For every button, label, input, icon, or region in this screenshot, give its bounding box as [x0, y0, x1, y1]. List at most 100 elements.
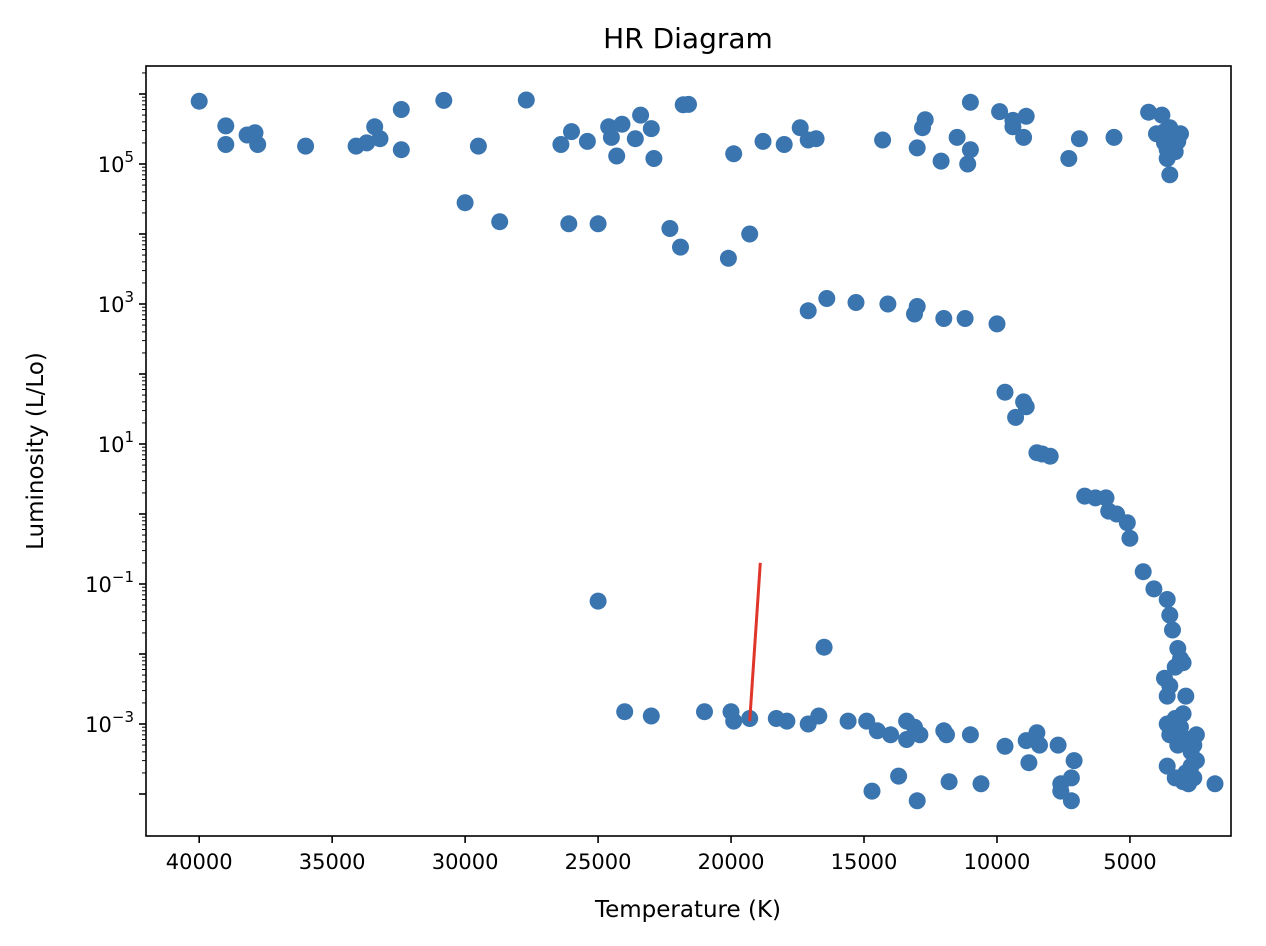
data-point	[1004, 118, 1022, 136]
data-point	[932, 152, 950, 170]
x-tick-label: 35000	[299, 850, 366, 874]
data-point	[940, 773, 958, 791]
series-line	[748, 562, 762, 722]
plot-area-frame	[145, 65, 1232, 837]
x-tick-label: 20000	[698, 850, 765, 874]
data-point	[908, 139, 926, 157]
data-point	[1031, 736, 1048, 754]
data-point	[358, 134, 376, 152]
data-point	[1153, 106, 1171, 124]
data-point	[1177, 687, 1195, 705]
data-point	[948, 128, 966, 146]
data-point	[1161, 166, 1179, 184]
x-tick-label: 30000	[432, 850, 499, 874]
data-point	[1121, 529, 1139, 547]
data-point	[1062, 769, 1080, 787]
data-point	[1049, 736, 1067, 754]
data-point	[1161, 677, 1179, 695]
data-point	[719, 249, 737, 267]
data-point	[815, 638, 833, 656]
data-point	[1118, 514, 1136, 532]
data-point	[778, 712, 796, 730]
data-point	[741, 225, 759, 243]
data-point	[613, 115, 631, 133]
data-point	[972, 775, 990, 793]
data-point	[908, 298, 926, 315]
data-point	[1105, 128, 1123, 146]
data-point	[908, 792, 926, 810]
data-point	[725, 145, 743, 163]
data-point	[1172, 125, 1189, 143]
data-point	[626, 130, 644, 148]
data-point	[1206, 775, 1224, 793]
data-point	[1097, 489, 1115, 507]
data-point	[217, 136, 235, 153]
data-point	[589, 592, 607, 610]
data-point	[959, 155, 977, 173]
data-point	[935, 310, 953, 327]
data-point	[879, 295, 897, 313]
data-point	[217, 117, 235, 135]
data-point	[1017, 398, 1035, 416]
data-point	[608, 147, 626, 165]
data-point	[1017, 107, 1035, 125]
data-point	[996, 383, 1014, 401]
data-point	[456, 194, 474, 212]
x-axis-ticks: 40000 35000 30000 25000 20000 15000 10000 5000	[166, 836, 1157, 874]
data-point	[1041, 447, 1059, 465]
data-point	[1060, 150, 1078, 167]
data-point	[1145, 580, 1163, 598]
data-point	[799, 302, 817, 320]
y-tick-label: 101	[98, 428, 134, 457]
data-point	[661, 220, 679, 237]
data-point	[1065, 752, 1083, 770]
data-point	[1062, 792, 1080, 810]
x-tick-label: 40000	[166, 850, 233, 874]
data-point	[996, 737, 1014, 755]
data-point	[517, 91, 535, 109]
data-point	[775, 136, 793, 153]
data-point	[916, 111, 934, 129]
data-point	[563, 123, 580, 141]
x-axis-label: Temperature (K)	[594, 897, 781, 923]
data-point	[249, 136, 267, 153]
scatter-points	[190, 91, 1224, 810]
data-point	[911, 726, 929, 744]
data-point	[589, 215, 607, 233]
y-axis-ticks: 105 103 101 10−1 10−3	[85, 72, 146, 795]
data-point	[578, 132, 596, 150]
data-point	[988, 315, 1006, 333]
x-tick-label: 15000	[831, 850, 898, 874]
data-point	[1158, 591, 1176, 608]
data-point	[961, 726, 979, 744]
data-point	[1158, 757, 1176, 775]
data-point	[1140, 103, 1158, 121]
data-point	[1015, 128, 1033, 146]
data-point	[491, 213, 509, 231]
data-point	[839, 712, 857, 730]
data-point	[680, 95, 697, 113]
data-point	[392, 101, 410, 118]
data-point	[552, 136, 570, 153]
data-point	[1134, 563, 1152, 581]
data-point	[991, 103, 1009, 121]
data-point	[469, 137, 487, 155]
x-tick-label: 5000	[1103, 850, 1156, 874]
data-point	[938, 726, 955, 744]
data-point	[874, 131, 892, 149]
data-point	[961, 93, 979, 111]
red-line-segment	[748, 562, 762, 722]
data-point	[392, 141, 410, 159]
data-point	[1020, 754, 1038, 772]
data-point	[1161, 606, 1179, 624]
data-point	[725, 712, 743, 730]
data-point	[961, 141, 979, 159]
data-point	[898, 731, 916, 748]
data-point	[435, 91, 453, 109]
data-point	[632, 106, 650, 124]
data-point	[642, 120, 660, 138]
data-point	[807, 130, 825, 148]
data-point	[868, 722, 886, 740]
data-point	[1164, 621, 1181, 639]
